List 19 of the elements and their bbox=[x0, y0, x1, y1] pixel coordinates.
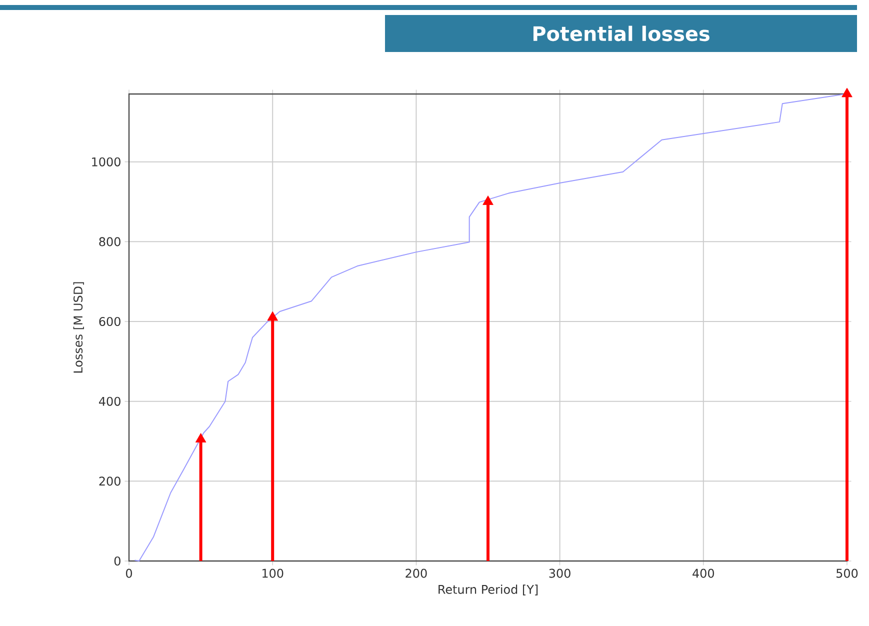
point bbox=[195, 433, 206, 442]
x-tick-label: 300 bbox=[549, 568, 570, 578]
y-tick-label: 800 bbox=[99, 237, 120, 246]
chart-title: Potential losses bbox=[533, 26, 710, 42]
x-tick-label: 400 bbox=[692, 568, 714, 578]
x-axis-title: Return Period [Y] bbox=[438, 584, 538, 596]
x-tick-label: 0 bbox=[126, 568, 132, 578]
point bbox=[482, 196, 494, 205]
x-tick-label: 100 bbox=[262, 568, 284, 578]
y-tick-label: 1000 bbox=[92, 157, 120, 166]
y-axis-title: Losses [M USD] bbox=[73, 282, 84, 373]
x-tick-label: 500 bbox=[836, 568, 858, 578]
point bbox=[842, 88, 852, 98]
point bbox=[267, 311, 278, 321]
y-tick-label: 600 bbox=[99, 316, 120, 326]
y-tick-label: 0 bbox=[114, 556, 120, 566]
y-tick-label: 200 bbox=[99, 476, 120, 486]
x-tick-label: 200 bbox=[406, 568, 427, 578]
y-tick-label: 400 bbox=[98, 396, 120, 406]
